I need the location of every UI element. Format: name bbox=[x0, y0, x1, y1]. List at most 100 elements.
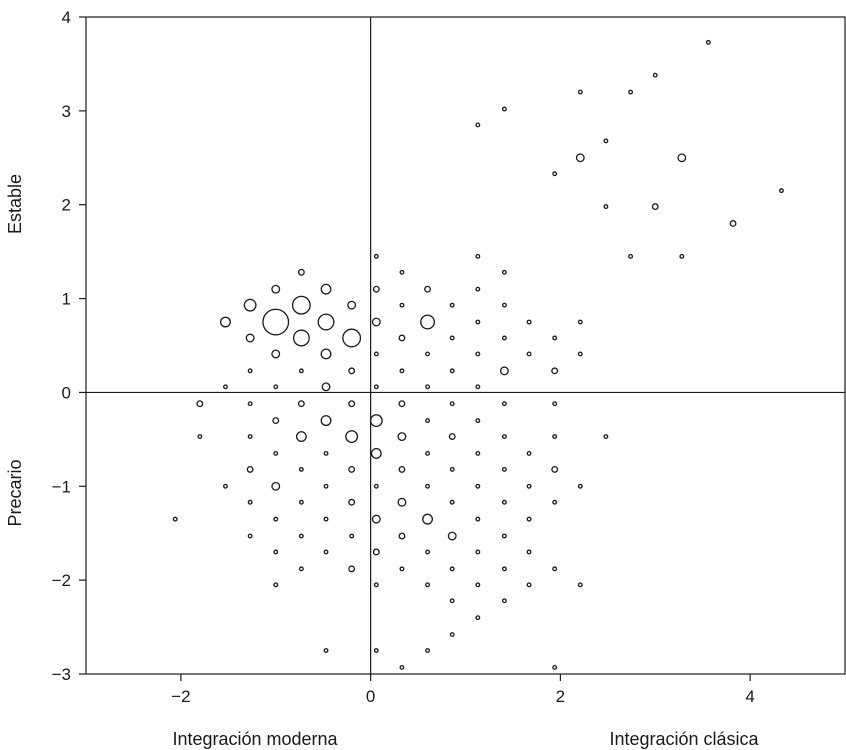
data-point bbox=[501, 533, 507, 539]
data-point bbox=[475, 122, 481, 128]
data-point bbox=[273, 384, 279, 390]
data-point bbox=[501, 566, 507, 572]
data-point bbox=[551, 367, 559, 375]
data-point bbox=[320, 348, 332, 360]
data-point bbox=[298, 368, 304, 374]
data-point bbox=[223, 483, 228, 489]
data-point bbox=[475, 384, 481, 390]
data-point bbox=[298, 499, 304, 505]
data-point bbox=[372, 285, 380, 293]
x-tick-label: 2 bbox=[556, 687, 565, 706]
data-point bbox=[397, 497, 407, 507]
data-point bbox=[348, 498, 356, 506]
data-point bbox=[425, 648, 430, 653]
data-point bbox=[603, 138, 609, 144]
y-tick-label: 4 bbox=[62, 8, 71, 27]
data-point bbox=[729, 220, 737, 227]
data-point bbox=[425, 450, 430, 456]
x-tick-label: 0 bbox=[366, 687, 375, 706]
data-point bbox=[526, 582, 532, 588]
data-point bbox=[552, 335, 558, 341]
reference-lines bbox=[86, 17, 845, 674]
data-point bbox=[373, 483, 379, 489]
data-point bbox=[501, 106, 507, 112]
data-point bbox=[323, 483, 329, 489]
data-point bbox=[651, 203, 659, 211]
data-point bbox=[475, 483, 481, 489]
data-point bbox=[298, 566, 304, 572]
data-point bbox=[321, 382, 331, 392]
data-point bbox=[449, 401, 455, 407]
data-point bbox=[577, 89, 583, 95]
data-point bbox=[449, 335, 455, 341]
data-point bbox=[243, 298, 257, 312]
data-point bbox=[475, 418, 481, 424]
y-axis-label-bottom: Precario bbox=[5, 459, 25, 526]
data-point bbox=[273, 549, 279, 555]
data-point bbox=[273, 582, 279, 588]
data-point bbox=[778, 188, 784, 194]
data-point bbox=[679, 253, 685, 259]
data-point bbox=[552, 171, 558, 177]
data-point bbox=[448, 433, 456, 440]
data-point bbox=[501, 401, 507, 407]
data-point bbox=[603, 434, 609, 439]
data-point bbox=[323, 516, 329, 522]
data-point bbox=[501, 302, 507, 308]
data-point bbox=[273, 450, 279, 456]
data-point bbox=[399, 368, 405, 374]
data-point bbox=[317, 313, 335, 331]
data-point bbox=[577, 351, 583, 357]
data-point bbox=[323, 648, 329, 653]
data-point bbox=[447, 531, 457, 541]
data-point bbox=[526, 516, 532, 522]
data-point bbox=[399, 302, 405, 308]
data-point bbox=[552, 499, 558, 505]
data-point bbox=[526, 319, 532, 325]
y-tick-label: −3 bbox=[52, 665, 71, 684]
data-point bbox=[373, 582, 379, 588]
data-point bbox=[271, 481, 281, 491]
data-point bbox=[475, 253, 481, 259]
data-point bbox=[246, 465, 254, 473]
y-tick-label: 1 bbox=[62, 290, 71, 309]
data-point bbox=[197, 434, 203, 439]
data-point bbox=[425, 418, 430, 424]
x-axis-label-left: Integración moderna bbox=[172, 729, 338, 749]
data-point bbox=[273, 516, 279, 522]
axis-ticks: −2 0 2 4 −3 −2 −1 0 1 2 3 4 bbox=[52, 8, 755, 706]
data-point bbox=[552, 434, 558, 439]
data-point bbox=[552, 566, 558, 572]
data-point bbox=[677, 153, 687, 163]
data-point bbox=[369, 414, 383, 428]
data-point bbox=[705, 39, 711, 45]
data-point bbox=[320, 283, 332, 295]
data-point bbox=[501, 269, 507, 275]
data-point bbox=[475, 286, 481, 292]
data-point bbox=[371, 317, 381, 327]
data-point bbox=[373, 648, 379, 653]
data-point bbox=[425, 351, 430, 357]
data-point bbox=[370, 447, 382, 459]
data-point bbox=[399, 566, 405, 572]
data-point bbox=[371, 514, 381, 524]
data-point bbox=[297, 268, 305, 276]
y-tick-label: −2 bbox=[52, 571, 71, 590]
data-point bbox=[628, 253, 634, 259]
data-point bbox=[603, 204, 609, 210]
data-point bbox=[342, 328, 362, 348]
data-point bbox=[577, 483, 583, 489]
data-point bbox=[348, 400, 356, 408]
data-point bbox=[348, 367, 356, 375]
data-point bbox=[247, 533, 253, 539]
data-point bbox=[425, 549, 430, 555]
data-point bbox=[475, 549, 481, 555]
y-tick-label: 3 bbox=[62, 102, 71, 121]
y-tick-label: 0 bbox=[62, 383, 71, 402]
data-point bbox=[373, 253, 379, 259]
data-point bbox=[345, 430, 359, 443]
data-point bbox=[552, 401, 558, 407]
data-point bbox=[298, 533, 304, 539]
data-point bbox=[577, 319, 583, 325]
